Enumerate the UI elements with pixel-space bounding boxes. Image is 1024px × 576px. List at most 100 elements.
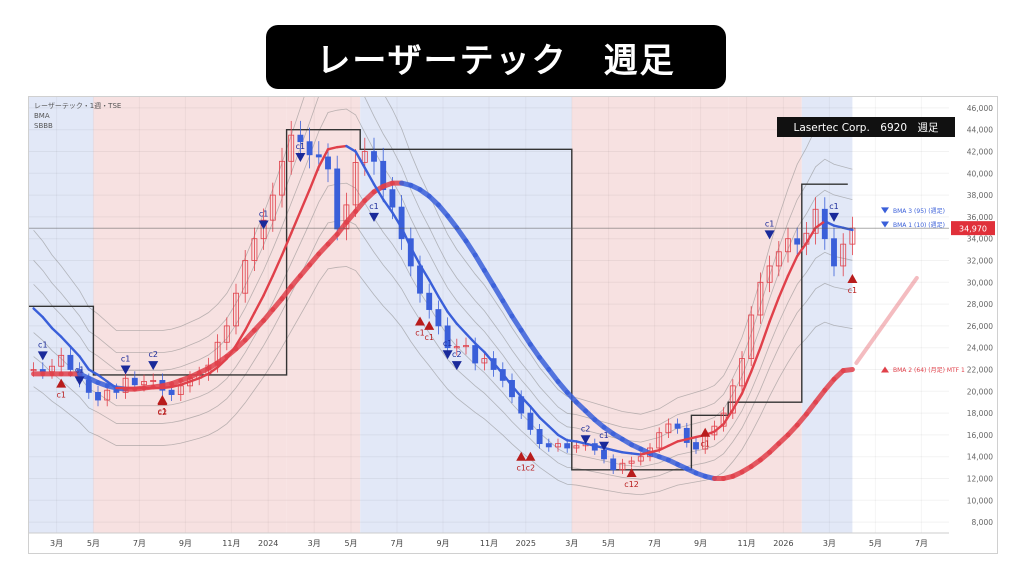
candle-body-39 xyxy=(389,189,396,208)
bma3-seg-48 xyxy=(463,238,478,258)
signal-label-15: c2 xyxy=(526,464,536,473)
bma1-seg-87 xyxy=(823,220,836,227)
candle-body-28 xyxy=(288,134,295,162)
bma1-seg-78 xyxy=(740,370,753,395)
bma1-seg-19 xyxy=(197,372,210,380)
candle-body-65 xyxy=(628,460,635,464)
badge-text: Lasertec Corp. 6920 週足 xyxy=(793,122,939,134)
candle-body-54 xyxy=(527,412,534,430)
candle-body-45 xyxy=(444,325,451,349)
candle-body-80 xyxy=(766,265,773,283)
y-tick-14: 36,000 xyxy=(967,213,993,222)
candle-body-6 xyxy=(85,379,92,393)
candle-body-88 xyxy=(840,243,847,267)
x-tick-12: 3月 xyxy=(565,539,578,548)
candle-body-82 xyxy=(785,238,791,253)
bma1-seg-28 xyxy=(280,232,293,257)
bma1-seg-55 xyxy=(529,405,541,419)
x-tick-8: 7月 xyxy=(390,539,403,548)
x-tick-10: 11月 xyxy=(480,539,498,548)
bma1-seg-61 xyxy=(584,442,596,447)
signal-label-13: c2 xyxy=(452,350,462,359)
x-tick-14: 7月 xyxy=(648,539,661,548)
x-tick-16: 11月 xyxy=(738,539,756,548)
x-tick-7: 5月 xyxy=(344,539,357,548)
candle-body-7 xyxy=(95,391,101,401)
regime-bg-6 xyxy=(728,97,802,533)
candle-body-49 xyxy=(481,358,488,364)
bma1-seg-43 xyxy=(418,263,431,282)
candles xyxy=(30,120,856,474)
bma1-seg-21 xyxy=(216,357,229,369)
candle-body-70 xyxy=(674,423,681,429)
bma3-seg-51 xyxy=(491,283,506,304)
bma1-seg-70 xyxy=(667,440,679,447)
signal-label-5: c1 xyxy=(158,407,168,416)
signal-marker-15 xyxy=(525,451,536,461)
bma1-seg-7 xyxy=(87,368,100,377)
y-tick-15: 38,000 xyxy=(967,191,993,200)
bma1-seg-49 xyxy=(474,342,486,354)
bma1-seg-1 xyxy=(32,307,45,319)
bma1-seg-5 xyxy=(69,345,81,358)
bma1-seg-18 xyxy=(188,377,201,383)
signal-label-19: c1 xyxy=(700,440,710,449)
bma1-seg-48 xyxy=(464,332,477,345)
bma1-seg-51 xyxy=(492,361,504,376)
bma1-seg-83 xyxy=(786,254,799,277)
candle-body-68 xyxy=(656,432,663,449)
signal-marker-13 xyxy=(451,361,462,371)
candle-body-31 xyxy=(315,154,322,158)
moving-averages xyxy=(31,144,919,481)
candle-body-47 xyxy=(463,345,469,348)
candle-body-26 xyxy=(269,194,276,221)
bma1-seg-69 xyxy=(658,444,670,452)
bma3-seg-54 xyxy=(518,327,533,347)
candle-body-81 xyxy=(775,251,782,267)
y-tick-0: 8,000 xyxy=(972,518,994,527)
signal-label-8: c1 xyxy=(296,142,306,151)
candle-body-44 xyxy=(435,309,442,327)
regime-bg-1 xyxy=(93,97,287,533)
bma1-seg-20 xyxy=(207,366,219,376)
bma1-seg-33 xyxy=(326,145,339,151)
candle-body-10 xyxy=(122,377,129,393)
bma3-seg-53 xyxy=(509,313,524,333)
y-tick-3: 14,000 xyxy=(967,453,993,462)
y-tick-2: 12,000 xyxy=(967,475,993,484)
y-tick-11: 30,000 xyxy=(967,278,993,287)
candle-body-87 xyxy=(831,238,837,267)
bma1-seg-24 xyxy=(243,311,256,332)
bma1-seg-64 xyxy=(612,448,624,454)
bma3-seg-86 xyxy=(813,387,828,405)
x-tick-1: 5月 xyxy=(87,539,100,548)
band-1-lower xyxy=(33,219,853,480)
x-tick-11: 2025 xyxy=(516,539,536,548)
bma1-seg-38 xyxy=(372,182,385,201)
candle-body-22 xyxy=(233,292,239,327)
x-tick-17: 2026 xyxy=(773,539,793,548)
candle-body-25 xyxy=(260,219,267,240)
signal-marker-0 xyxy=(37,351,48,361)
bma1-seg-39 xyxy=(382,198,394,214)
candle-body-12 xyxy=(141,381,147,386)
signal-label-16: c2 xyxy=(581,424,591,433)
regime-bg-7 xyxy=(801,97,853,533)
signal-marker-8 xyxy=(295,152,306,162)
signal-label-12: c1 xyxy=(443,339,453,348)
bma1-seg-36 xyxy=(354,150,366,170)
candle-body-71 xyxy=(683,427,690,443)
signal-label-1: c1 xyxy=(56,391,65,400)
bma3-seg-85 xyxy=(803,399,819,417)
signal-label-2: c1 xyxy=(75,365,85,374)
future-area xyxy=(858,97,949,533)
signal-marker-7 xyxy=(258,220,269,230)
bma1-seg-22 xyxy=(225,344,238,360)
signal-label-4: c2 xyxy=(148,350,158,359)
candle-body-43 xyxy=(426,292,433,310)
bma1-seg-32 xyxy=(317,148,330,168)
candle-body-37 xyxy=(371,151,377,162)
bma1-seg-81 xyxy=(768,296,780,323)
bma1-seg-42 xyxy=(409,246,422,267)
